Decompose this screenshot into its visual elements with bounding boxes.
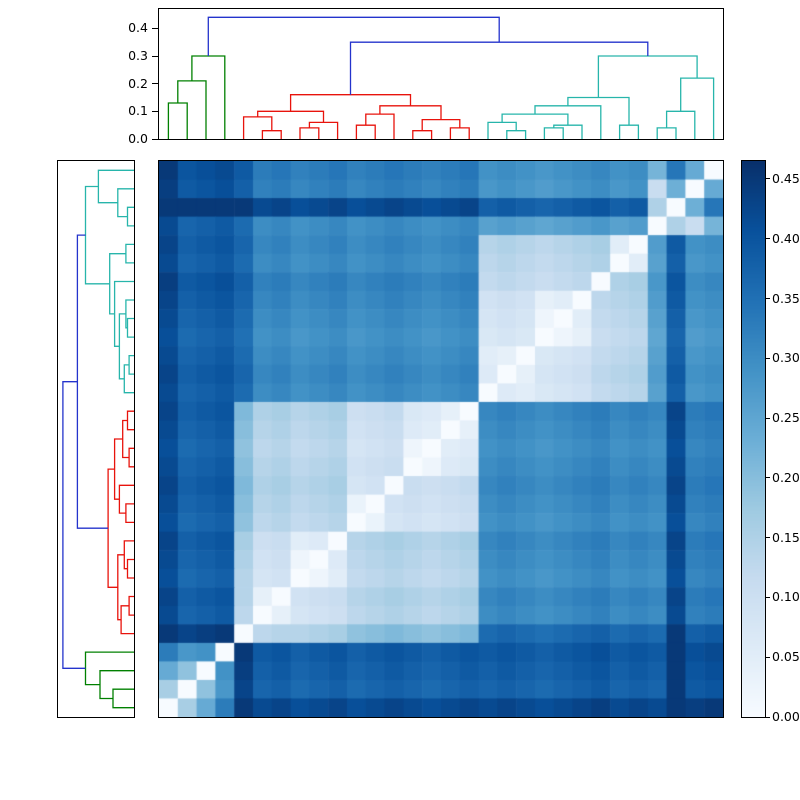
- top-dendrogram-axis-tick-label: 0.2: [128, 75, 148, 91]
- dendrogram-link-red: [113, 438, 123, 500]
- row-dendrogram-panel: [57, 160, 135, 718]
- dendrogram-link-red: [412, 130, 433, 139]
- dendrogram-link-red: [107, 468, 118, 588]
- colorbar-tick-label: 0.15: [772, 529, 800, 545]
- top-dendrogram-axis-tick-label: 0.4: [128, 20, 148, 36]
- top-dendrogram-axis-tick: [152, 110, 158, 112]
- dendrogram-link-red: [299, 127, 320, 139]
- top-dendrogram-axis-tick: [152, 83, 158, 85]
- top-dendrogram-axis-tick: [152, 138, 158, 140]
- colorbar-tick: [766, 596, 770, 598]
- colorbar-tick: [766, 716, 770, 718]
- colorbar-tick: [766, 357, 770, 359]
- dendrogram-link-green: [177, 80, 207, 139]
- dendrogram-link-blue: [207, 16, 500, 56]
- colorbar-tick-label: 0.00: [772, 709, 800, 724]
- dendrogram-link-green: [167, 102, 188, 139]
- dendrogram-link-blue: [349, 41, 649, 95]
- dendrogram-link-teal: [117, 188, 134, 218]
- dendrogram-link-teal: [109, 253, 126, 315]
- dendrogram-link-teal: [128, 354, 134, 375]
- dendrogram-link-teal: [680, 77, 715, 139]
- dendrogram-link-red: [355, 124, 376, 139]
- dendrogram-link-teal: [125, 243, 134, 264]
- colorbar-tick-label: 0.25: [772, 410, 800, 426]
- colorbar-tick-label: 0.30: [772, 350, 800, 366]
- colorbar-tick: [766, 178, 770, 180]
- dendrogram-link-blue: [62, 381, 86, 669]
- dendrogram-link-red: [379, 105, 442, 120]
- dendrogram-link-teal: [656, 127, 677, 139]
- colorbar-tick-label: 0.10: [772, 589, 800, 605]
- heatmap: [158, 160, 724, 718]
- colorbar-tick-label: 0.05: [772, 649, 800, 665]
- dendrogram-link-teal: [126, 317, 134, 338]
- dendrogram-link-red: [120, 605, 134, 635]
- dendrogram-link-red: [261, 130, 282, 139]
- dendrogram-link-red: [308, 121, 339, 139]
- top-dendrogram-axis-tick: [152, 27, 158, 29]
- dendrogram-link-green: [99, 670, 134, 700]
- colorbar-tick: [766, 477, 770, 479]
- top-dendrogram-axis-tick-label: 0.3: [128, 48, 148, 64]
- top-dendrogram-axis-tick-label: 0.1: [128, 103, 148, 119]
- dendrogram-link-teal: [567, 96, 630, 126]
- colorbar-tick: [766, 298, 770, 299]
- top-dendrogram-axis-tick-label: 0.0: [128, 131, 148, 146]
- colorbar-tick: [766, 417, 770, 419]
- dendrogram-link-red: [365, 113, 395, 139]
- dendrogram-link-teal: [597, 55, 698, 98]
- dendrogram-link-teal: [665, 110, 696, 139]
- colorbar-tick: [766, 656, 770, 658]
- colorbar: [741, 160, 766, 718]
- dendrogram-link-red: [128, 447, 134, 468]
- dendrogram-link-teal: [97, 169, 134, 204]
- dendrogram-link-teal: [126, 206, 134, 227]
- colorbar-tick-label: 0.45: [772, 170, 800, 186]
- dendrogram-link-green: [191, 55, 226, 139]
- colorbar-tick: [766, 238, 770, 240]
- dendrogram-link-teal: [506, 130, 527, 139]
- row-dendrogram: [62, 169, 134, 709]
- top-dendrogram-axis-tick: [152, 55, 158, 57]
- dendrogram-link-red: [421, 118, 461, 131]
- dendrogram-link-red: [242, 116, 273, 139]
- dendrogram-link-teal: [543, 127, 564, 139]
- dendrogram-link-blue: [76, 234, 109, 529]
- dendrogram-link-red: [117, 554, 125, 621]
- dendrogram-link-teal: [618, 124, 640, 139]
- colorbar-tick: [766, 537, 770, 539]
- colorbar-tick-label: 0.20: [772, 469, 800, 485]
- dendrogram-link-red: [449, 127, 470, 139]
- dendrogram-link-red: [126, 410, 134, 431]
- dendrogram-link-green: [84, 651, 134, 686]
- dendrogram-link-red: [123, 540, 134, 570]
- colorbar-tick-label: 0.40: [772, 230, 800, 246]
- dendrogram-link-red: [289, 94, 412, 112]
- dendrogram-link-teal: [501, 113, 569, 126]
- top-dendrogram: [167, 16, 715, 139]
- dendrogram-link-teal: [84, 185, 110, 285]
- dendrogram-link-red: [118, 484, 134, 514]
- top-dendrogram-panel: [158, 8, 724, 140]
- dendrogram-link-red: [126, 558, 134, 579]
- dendrogram-link-red: [128, 595, 134, 616]
- dendrogram-link-red: [125, 503, 134, 524]
- colorbar-tick-label: 0.35: [772, 290, 800, 306]
- dendrogram-link-green: [112, 688, 134, 709]
